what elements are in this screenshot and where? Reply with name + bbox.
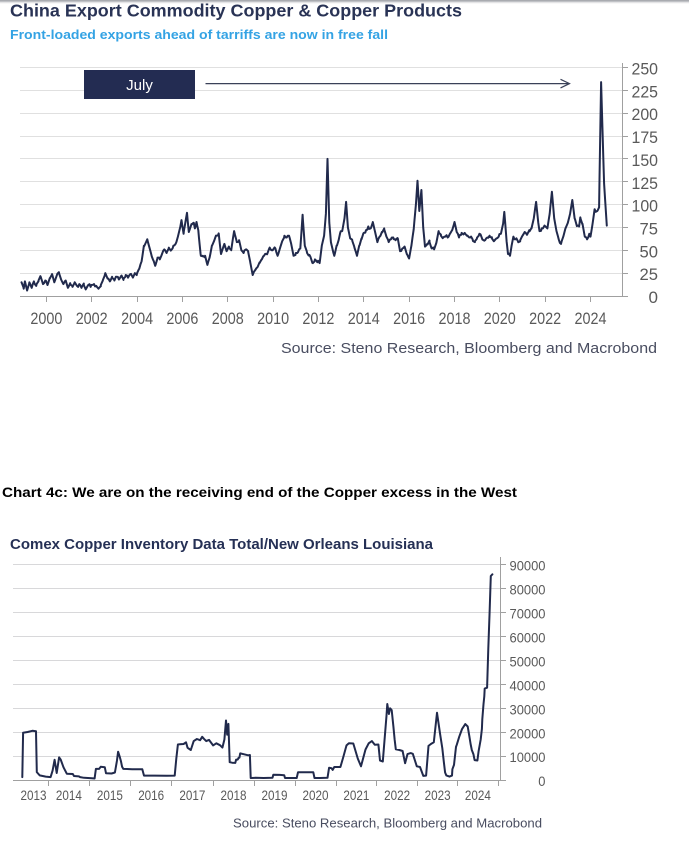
svg-text:30000: 30000 [510, 702, 546, 717]
svg-text:2020: 2020 [303, 787, 329, 803]
svg-text:2004: 2004 [121, 309, 153, 328]
svg-text:2016: 2016 [393, 309, 425, 328]
svg-text:2014: 2014 [56, 787, 82, 803]
svg-text:0: 0 [649, 288, 659, 307]
svg-text:200: 200 [632, 105, 659, 124]
svg-text:2017: 2017 [179, 787, 205, 803]
svg-text:90000: 90000 [510, 559, 546, 574]
svg-text:20000: 20000 [510, 726, 546, 741]
svg-text:175: 175 [632, 128, 659, 147]
svg-text:2024: 2024 [575, 309, 607, 328]
svg-text:50000: 50000 [510, 654, 546, 669]
svg-text:2014: 2014 [348, 309, 380, 328]
svg-text:2022: 2022 [384, 787, 410, 803]
svg-text:Source: Steno Research, Bloomb: Source: Steno Research, Bloomberg and Ma… [281, 340, 657, 357]
svg-text:July: July [126, 77, 153, 94]
svg-text:2018: 2018 [439, 309, 471, 328]
svg-text:25: 25 [640, 265, 659, 284]
svg-text:60000: 60000 [510, 630, 546, 645]
svg-text:2012: 2012 [302, 309, 334, 328]
svg-text:2016: 2016 [138, 787, 164, 803]
svg-text:Source: Steno Research, Bloomb: Source: Steno Research, Bloomberg and Ma… [233, 817, 542, 831]
svg-text:2000: 2000 [30, 309, 62, 328]
svg-text:70000: 70000 [510, 606, 546, 621]
svg-text:125: 125 [632, 174, 659, 193]
svg-text:2024: 2024 [465, 787, 491, 803]
svg-text:2018: 2018 [221, 787, 247, 803]
svg-text:2022: 2022 [529, 309, 561, 328]
svg-text:2015: 2015 [97, 787, 123, 803]
svg-text:150: 150 [632, 151, 659, 170]
svg-text:2008: 2008 [212, 309, 244, 328]
svg-text:50: 50 [640, 242, 659, 261]
svg-text:2019: 2019 [262, 787, 288, 803]
svg-text:Chart 4c: We are on the receiv: Chart 4c: We are on the receiving end of… [2, 484, 517, 500]
svg-text:2010: 2010 [257, 309, 289, 328]
svg-text:80000: 80000 [510, 582, 546, 597]
svg-text:2023: 2023 [425, 787, 451, 803]
svg-text:Front-loaded exports ahead of: Front-loaded exports ahead of tarriffs a… [10, 27, 388, 42]
svg-text:10000: 10000 [510, 750, 546, 765]
svg-text:0: 0 [538, 774, 545, 789]
svg-text:China Export Commodity Copper: China Export Commodity Copper & Copper P… [10, 1, 462, 21]
svg-text:75: 75 [640, 219, 659, 238]
svg-text:250: 250 [632, 60, 659, 79]
svg-text:100: 100 [632, 197, 659, 216]
svg-text:2013: 2013 [21, 787, 47, 803]
svg-text:Comex Copper Inventory Data To: Comex Copper Inventory Data Total/New Or… [10, 537, 434, 553]
svg-text:40000: 40000 [510, 678, 546, 693]
svg-text:2006: 2006 [166, 309, 198, 328]
svg-text:225: 225 [632, 82, 659, 101]
svg-text:2002: 2002 [76, 309, 108, 328]
svg-text:2020: 2020 [484, 309, 516, 328]
svg-text:2021: 2021 [343, 787, 369, 803]
